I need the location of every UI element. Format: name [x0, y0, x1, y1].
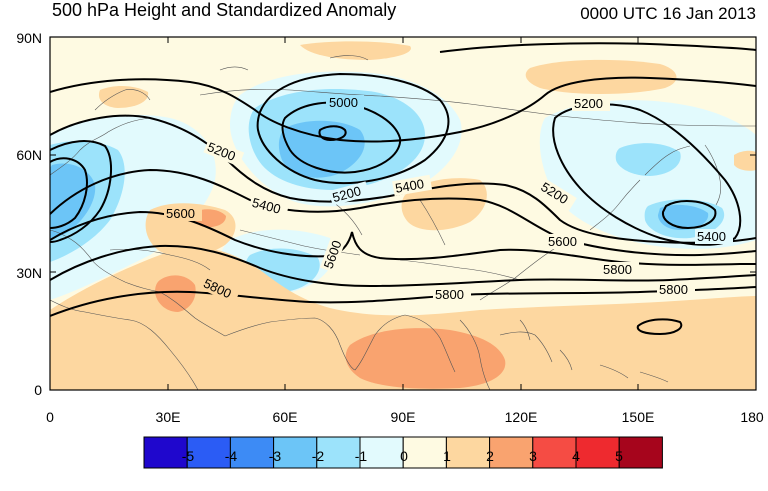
- contour-label: 5400: [697, 229, 726, 244]
- contour-5400: [50, 168, 756, 257]
- lat-label: 0: [34, 382, 42, 398]
- colorbar-label: 0: [400, 448, 408, 464]
- colorbar-label: 4: [572, 448, 580, 464]
- colorbar: [143, 436, 663, 469]
- colorbar-swatch: [532, 436, 577, 469]
- colorbar-label: 2: [486, 448, 494, 464]
- contour-label: 5200: [331, 183, 363, 205]
- lon-label: 180: [740, 409, 764, 425]
- map-title: 500 hPa Height and Standardized Anomaly: [52, 0, 397, 20]
- colorbar-swatch: [445, 436, 491, 469]
- contour-5200-east: [552, 103, 742, 246]
- lat-label: 30N: [16, 265, 42, 281]
- contour-label: 5600: [548, 234, 577, 249]
- contour-5880-closed: [636, 318, 683, 336]
- contour-label: 5200: [574, 96, 603, 111]
- lat-label: 60N: [16, 147, 42, 163]
- contour-label: 5400: [394, 176, 425, 196]
- axis-ticks: [49, 36, 757, 391]
- colorbar-swatch: [402, 436, 447, 469]
- colorbar-label: -5: [181, 448, 195, 464]
- colorbar-swatch: [618, 436, 663, 469]
- contour-5000-outer: [256, 72, 450, 185]
- contour-east-low: [661, 200, 717, 230]
- colorbar-swatch: [143, 436, 188, 469]
- contour-low-center: [318, 125, 347, 142]
- contour-label: 5000: [329, 95, 358, 110]
- colorbar-swatch: [489, 436, 534, 469]
- map-timestamp: 0000 UTC 16 Jan 2013: [580, 4, 756, 23]
- contour-5200-mid: [50, 114, 756, 244]
- lon-label: 0: [46, 409, 54, 425]
- lon-label: 60E: [272, 409, 298, 425]
- contour-labels: 5000 5200 5200 5200 5200 5400 5400 5400 …: [164, 95, 733, 305]
- colorbar-label: 5: [615, 448, 623, 464]
- height-contours: [50, 42, 756, 336]
- lon-label: 120E: [504, 409, 538, 425]
- map-plot-area: 5000 5200 5200 5200 5200 5400 5400 5400 …: [50, 37, 756, 390]
- contour-label: 5600: [166, 206, 195, 221]
- colorbar-swatch: [359, 436, 404, 469]
- contour-arctic-high: [439, 42, 756, 53]
- lon-label: 90E: [390, 409, 416, 425]
- lon-label: 150E: [621, 409, 655, 425]
- colorbar-label: 1: [443, 448, 451, 464]
- contour-5800-south: [50, 286, 756, 317]
- colorbar-label: -1: [354, 448, 368, 464]
- contour-label: 5800: [603, 262, 632, 277]
- colorbar-label: 3: [529, 448, 537, 464]
- colorbar-swatch: [316, 436, 361, 469]
- colorbar-label: -3: [268, 448, 282, 464]
- contour-label: 5800: [435, 287, 464, 302]
- lon-label: 30E: [155, 409, 181, 425]
- colorbar-label: -4: [224, 448, 238, 464]
- contour-5200-north: [50, 76, 756, 143]
- colorbar-label: -2: [311, 448, 325, 464]
- contour-label: 5400: [251, 195, 283, 217]
- contour-5800: [50, 244, 756, 288]
- contour-europe-low-inner: [50, 157, 88, 229]
- anomaly-shading: [50, 41, 756, 390]
- lat-label: 90N: [16, 30, 42, 46]
- contour-label: 5800: [659, 282, 688, 297]
- contour-europe-low: [50, 140, 112, 243]
